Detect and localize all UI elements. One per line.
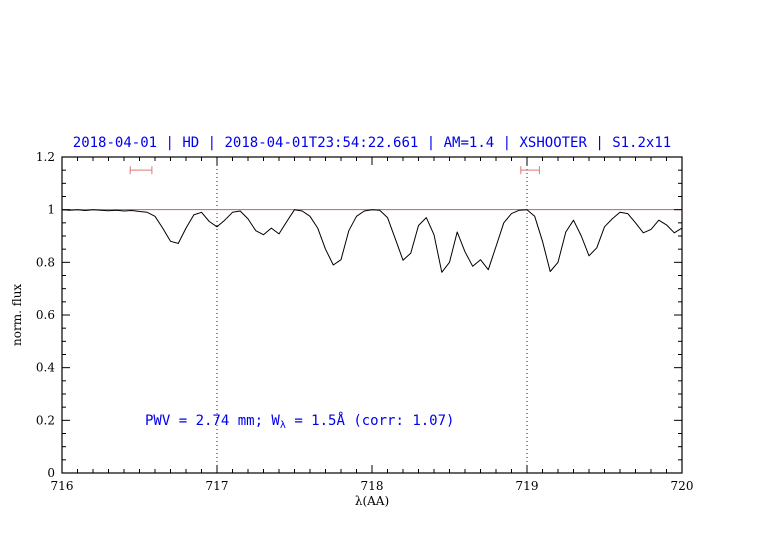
pwv-annotation-prefix: PWV = 2.74 mm; W [145, 413, 280, 429]
x-tick-label: 717 [206, 479, 229, 493]
y-tick-label: 0.8 [36, 255, 55, 269]
lambda-subscript: λ [279, 420, 286, 431]
x-tick-label: 718 [361, 479, 384, 493]
plot-title: 2018-04-01 | HD | 2018-04-01T23:54:22.66… [72, 135, 672, 151]
y-tick-label: 0.2 [36, 413, 55, 427]
y-tick-label: 1.2 [36, 150, 55, 164]
y-tick-label: 0.4 [36, 361, 55, 375]
y-tick-label: 0 [47, 466, 55, 480]
x-tick-label: 719 [516, 479, 539, 493]
spectrum-line [61, 209, 683, 273]
x-tick-label: 720 [671, 479, 694, 493]
y-axis-label: norm. flux [10, 283, 24, 347]
x-tick-label: 716 [51, 479, 74, 493]
pwv-annotation-suffix: = 1.5Å (corr: 1.07) [285, 413, 455, 429]
y-tick-label: 1 [47, 203, 55, 217]
pwv-annotation: PWV = 2.74 mm; Wλ = 1.5Å (corr: 1.07) [145, 413, 454, 431]
y-tick-label: 0.6 [36, 308, 55, 322]
x-axis-label: λ(AA) [354, 494, 390, 508]
